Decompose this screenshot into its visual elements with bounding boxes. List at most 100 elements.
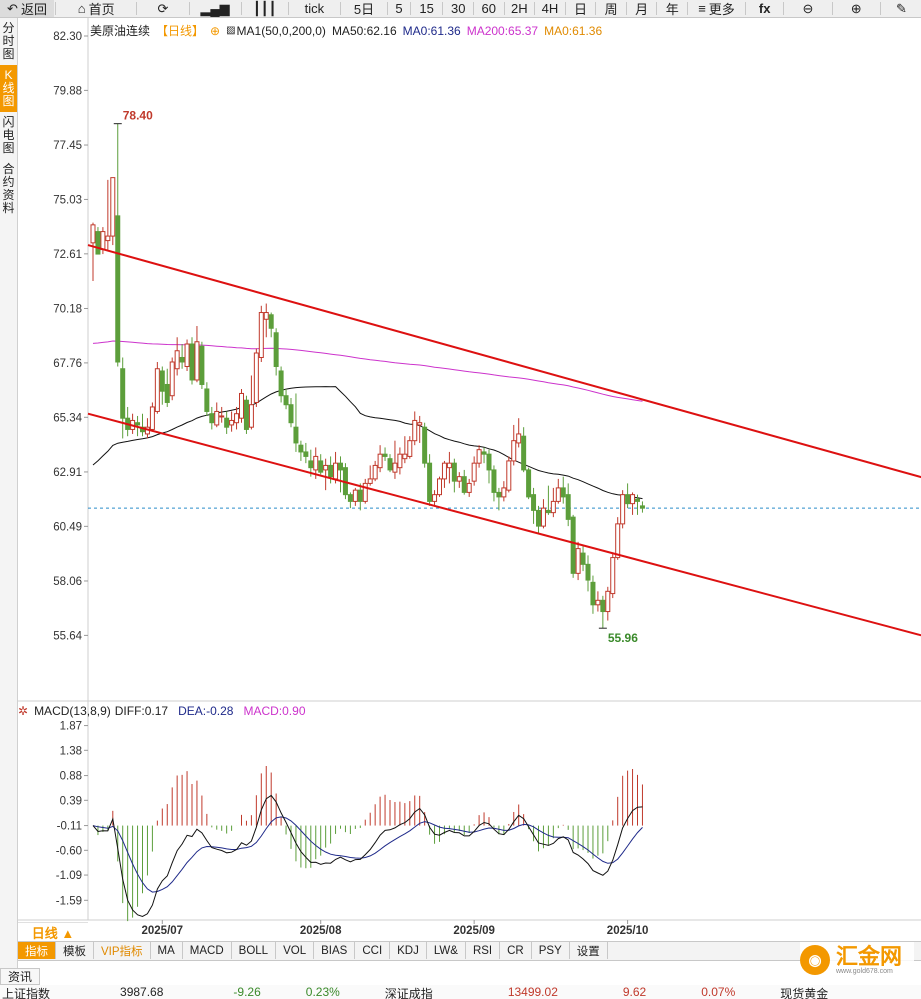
candle-body — [278, 370, 284, 397]
tab-10[interactable]: LW& — [427, 942, 466, 959]
period-5[interactable]: 5 — [389, 0, 409, 17]
macd-dea-line — [92, 816, 643, 893]
period-month[interactable]: 月 — [628, 0, 656, 17]
period-day[interactable]: 日 — [567, 0, 595, 17]
candle-body — [268, 314, 274, 329]
ticker-item: -9.26 — [233, 985, 261, 999]
tab-11[interactable]: RSI — [466, 942, 501, 959]
channel-upper-line — [87, 244, 921, 479]
candle-body — [164, 383, 170, 403]
candle-body — [476, 449, 482, 464]
period-5day[interactable]: 5日 — [342, 0, 386, 17]
toolbar-divider — [534, 2, 536, 15]
y-tick-label: 75.03 — [53, 194, 82, 206]
candle-body — [432, 494, 438, 502]
tab-2[interactable]: VIP指标 — [94, 942, 151, 959]
indicator-tabbar: 指标 模板 VIP指标 MA MACD BOLL VOL BIAS CCI KDJ LW& RSI CR… — [18, 941, 921, 961]
candle-body — [239, 392, 244, 419]
candles-icon-button[interactable]: ┃┃┃ — [243, 0, 287, 17]
tab-8[interactable]: CCI — [355, 942, 391, 959]
period-60[interactable]: 60 — [475, 0, 503, 17]
tab-1[interactable]: 模板 — [56, 942, 94, 959]
zoom-in-button[interactable]: ⊕ — [834, 0, 879, 17]
tab-0[interactable]: 指标 — [18, 942, 56, 959]
ticker-item: 上证指数 — [2, 987, 51, 999]
period-year[interactable]: 年 — [658, 0, 686, 17]
ticker-item: 深证成指 — [384, 987, 433, 999]
draw-icon: ✎ — [895, 1, 907, 16]
candle-body — [90, 224, 96, 244]
candle-body — [506, 460, 512, 491]
tab-7[interactable]: BIAS — [314, 942, 356, 959]
candle-body — [595, 599, 601, 606]
x-tick-label: 2025/07 — [142, 925, 184, 937]
tab-5[interactable]: BOLL — [232, 942, 277, 959]
period-15[interactable]: 15 — [412, 0, 442, 17]
candle-body — [100, 231, 106, 251]
ticker-item: 9.62 — [622, 985, 647, 999]
sidebar-item-3[interactable]: 合约资料 — [2, 162, 15, 215]
tab-13[interactable]: PSY — [532, 942, 570, 959]
candle-body — [293, 426, 299, 444]
candle-body — [451, 462, 457, 482]
zoom-out-button[interactable]: ⊖ — [785, 0, 830, 17]
tab-6[interactable]: VOL — [276, 942, 315, 959]
period-2h-label: 2H — [511, 1, 528, 16]
toolbar-divider — [656, 2, 658, 15]
home-button[interactable]: ⌂ 首页 — [57, 0, 135, 17]
candle-body — [303, 451, 309, 457]
news-tab[interactable]: 资讯 — [0, 968, 40, 985]
ma200-value: MA200:65.37 — [466, 23, 539, 38]
candle-body — [283, 395, 289, 406]
period-30[interactable]: 30 — [444, 0, 472, 17]
refresh-button[interactable]: ⟳ — [138, 0, 187, 17]
draw-button[interactable]: ✎ — [882, 0, 921, 17]
candle-body — [570, 516, 576, 574]
candle-body — [545, 509, 551, 514]
sidebar-item-1[interactable]: K线图 — [0, 65, 17, 112]
toolbar-divider — [387, 2, 389, 15]
tick-button[interactable]: tick — [290, 0, 339, 17]
y-tick-label: 70.18 — [53, 303, 82, 315]
sidebar-item-2[interactable]: 闪电图 — [2, 115, 15, 155]
chart-area[interactable]: 82.30 79.88 77.45 75.03 72.61 70.18 67.76 65.34… — [18, 18, 921, 940]
candle-body — [615, 523, 621, 559]
period-year-label: 年 — [665, 2, 679, 17]
ticker-item: 13499.02 — [507, 985, 558, 999]
period-badge[interactable]: 日线 ▲ — [18, 922, 88, 941]
macd-y-tick-label: -0.60 — [56, 845, 82, 857]
candle-body — [521, 435, 527, 471]
tab-3[interactable]: MA — [151, 942, 183, 959]
macd-settings-icon[interactable]: ✲ — [18, 704, 29, 718]
candle-body — [550, 500, 556, 514]
y-tick-label: 55.64 — [53, 630, 82, 642]
period-4h[interactable]: 4H — [536, 0, 564, 17]
ma-group-icon[interactable]: ▨ — [226, 25, 236, 36]
period-2h[interactable]: 2H — [506, 0, 534, 17]
toolbar-divider — [564, 2, 566, 15]
sidebar-item-0[interactable]: 分时图 — [2, 21, 15, 61]
kline-chart-svg[interactable]: 82.30 79.88 77.45 75.03 72.61 70.18 67.76 65.34… — [18, 18, 921, 940]
more-button[interactable]: ≡ 更多 — [689, 0, 744, 17]
tab-9[interactable]: KDJ — [390, 942, 427, 959]
candle-body — [308, 460, 314, 469]
y-tick-label: 60.49 — [53, 521, 82, 533]
toolbar-divider — [595, 2, 597, 15]
candle-body — [387, 458, 393, 471]
candle-body — [298, 444, 304, 453]
back-button[interactable]: ↶ 返回 — [0, 0, 54, 17]
macd-y-tick-label: 1.38 — [60, 745, 82, 757]
tab-12[interactable]: CR — [500, 942, 532, 959]
candle-body — [590, 581, 596, 606]
y-tick-label: 62.91 — [53, 467, 82, 479]
tab-14[interactable]: 设置 — [570, 942, 608, 959]
period-week[interactable]: 周 — [597, 0, 625, 17]
candle-body — [471, 462, 477, 482]
home-icon: ⌂ — [77, 1, 86, 16]
formula-button[interactable]: fx — [747, 0, 782, 17]
x-tick-label: 2025/08 — [300, 925, 342, 937]
kline-icon-button[interactable]: ▂▄▆ — [191, 0, 240, 17]
legend-settings-icon[interactable]: ⊕ — [210, 23, 221, 38]
tab-4[interactable]: MACD — [183, 942, 232, 959]
candle-body — [585, 563, 591, 581]
